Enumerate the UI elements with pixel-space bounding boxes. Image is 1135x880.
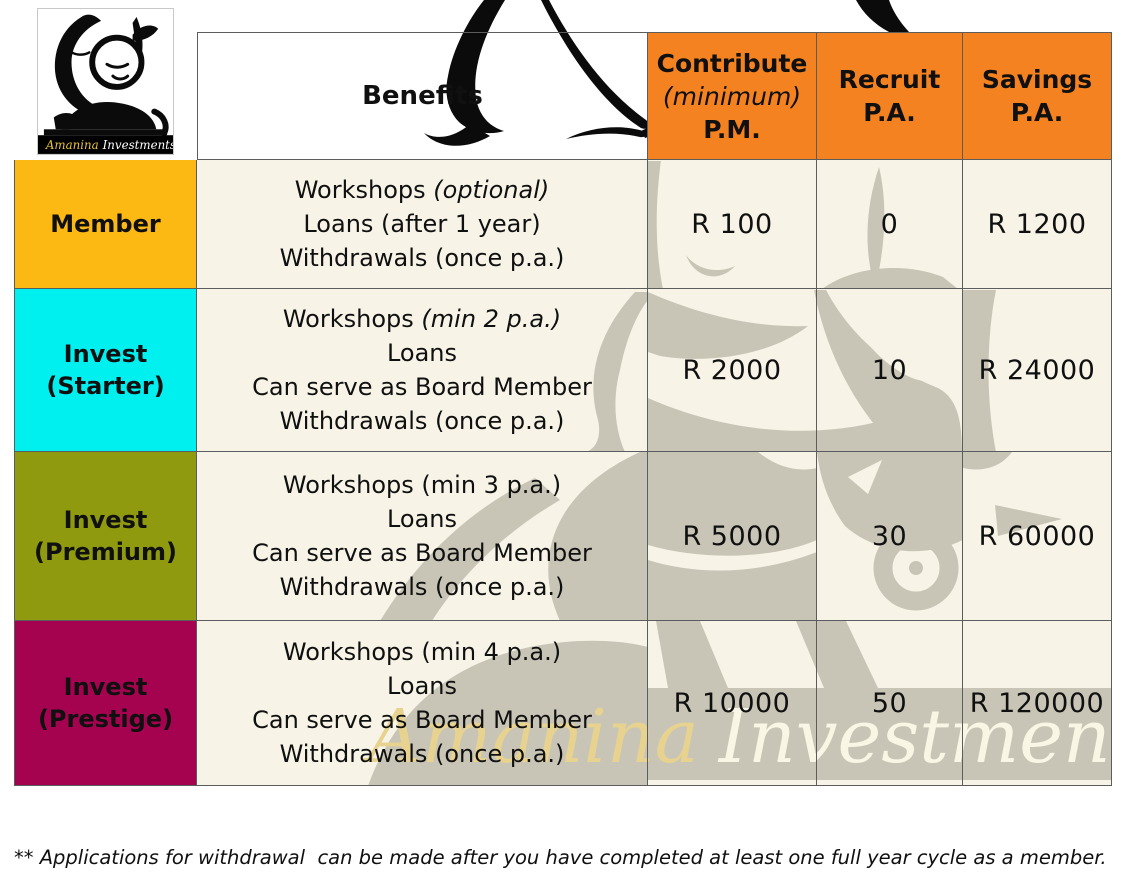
tier-label-cell: Invest (Starter) [14, 289, 197, 452]
column-header-contribute: Contribute (minimum) P.M. [648, 32, 817, 160]
recruit-header-line2: P.A. [863, 98, 916, 127]
column-header-benefits: Benefits [197, 32, 648, 160]
recruit-cell: 50 [817, 621, 963, 786]
tier-label-cell: Invest (Prestige) [14, 621, 197, 786]
recruit-cell: 10 [817, 289, 963, 452]
logo-brand-first: Amanina [45, 138, 99, 152]
column-header-recruit: Recruit P.A. [817, 32, 963, 160]
column-header-savings: Savings P.A. [963, 32, 1112, 160]
recruit-cell: 30 [817, 452, 963, 621]
contribute-cell: R 10000 [648, 621, 817, 786]
logo-brand-second: Investments [102, 138, 173, 152]
footnote-withdrawal-applications: ** Applications for withdrawal can be ma… [14, 846, 1107, 869]
benefits-cell: Workshops (min 4 p.a.) Loans Can serve as … [197, 621, 648, 786]
contribute-cell: R 2000 [648, 289, 817, 452]
footnotes: ** Applications for withdrawal can be ma… [14, 798, 1124, 880]
tier-label-cell: Member [14, 160, 197, 289]
savings-header-line1: Savings [981, 65, 1093, 94]
contribute-header-line3: P.M. [703, 114, 761, 144]
savings-cell: R 1200 [963, 160, 1112, 289]
benefits-cell: Workshops (min 2 p.a.) Loans Can serve as … [197, 289, 648, 452]
company-logo: Amanina Investments [37, 8, 176, 155]
contribute-header-line2: (minimum) [662, 81, 802, 111]
tier-label-cell: Invest (Premium) [14, 452, 197, 621]
savings-cell: R 24000 [963, 289, 1112, 452]
savings-cell: R 60000 [963, 452, 1112, 621]
contribute-header-line1: Contribute [656, 48, 808, 78]
benefits-cell: Workshops (optional) Loans (after 1 year)… [197, 160, 648, 289]
recruit-header-line1: Recruit [838, 65, 941, 94]
membership-tier-table: Benefits Contribute (minimum) P.M. Recru… [14, 32, 1112, 786]
contribute-cell: R 100 [648, 160, 817, 289]
mother-child-elephant-illustration: Amanina Investments [38, 14, 176, 154]
contribute-cell: R 5000 [648, 452, 817, 621]
benefits-header-label: Benefits [362, 80, 483, 111]
recruit-cell: 0 [817, 160, 963, 289]
benefits-cell: Workshops (min 3 p.a.) Loans Can serve as … [197, 452, 648, 621]
savings-header-line2: P.A. [1010, 98, 1064, 127]
savings-cell: R 120000 [963, 621, 1112, 786]
